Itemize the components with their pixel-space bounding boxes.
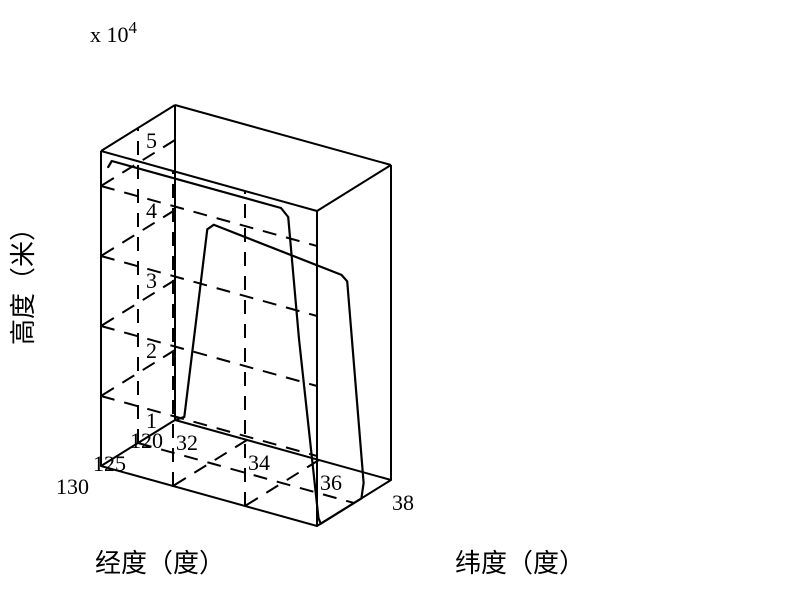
plot-container: 1234512012513032343638纬度（度）经度（度）高度（米）x 1… <box>0 0 788 590</box>
z-tick-label: 2 <box>146 338 157 363</box>
y-tick-label: 125 <box>93 451 126 476</box>
plot-3d: 1234512012513032343638纬度（度）经度（度）高度（米）x 1… <box>0 0 788 590</box>
z-axis-exponent: x 104 <box>90 18 138 48</box>
x-tick-label: 38 <box>392 490 414 515</box>
x-tick-label: 34 <box>248 450 270 475</box>
z-axis-label: 高度（米） <box>9 215 38 345</box>
z-tick-label: 4 <box>146 198 157 223</box>
y-tick-label: 120 <box>130 428 163 453</box>
x-axis-label: 纬度（度） <box>455 549 585 578</box>
x-tick-label: 36 <box>320 470 342 495</box>
z-tick-label: 3 <box>146 268 157 293</box>
z-tick-label: 5 <box>146 128 157 153</box>
y-axis-label: 经度（度） <box>95 549 225 578</box>
x-tick-label: 32 <box>176 430 198 455</box>
y-tick-label: 130 <box>56 474 89 499</box>
